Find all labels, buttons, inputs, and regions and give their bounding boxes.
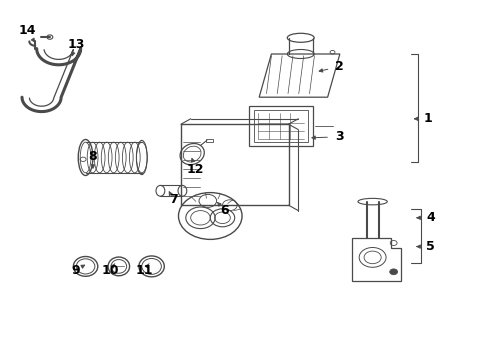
Text: 4: 4 xyxy=(425,211,434,224)
Bar xyxy=(249,106,312,146)
Text: 11: 11 xyxy=(135,264,153,276)
Bar xyxy=(254,110,307,142)
Text: 2: 2 xyxy=(335,60,344,73)
Text: 3: 3 xyxy=(335,130,344,143)
Text: 7: 7 xyxy=(169,193,178,206)
Text: 1: 1 xyxy=(423,112,431,125)
Bar xyxy=(205,139,213,142)
Text: 8: 8 xyxy=(88,150,97,163)
Text: 13: 13 xyxy=(67,39,84,51)
Text: 9: 9 xyxy=(71,264,80,276)
Text: 6: 6 xyxy=(220,204,229,217)
Text: 10: 10 xyxy=(101,264,119,276)
Text: 14: 14 xyxy=(18,24,36,37)
Text: 12: 12 xyxy=(186,163,204,176)
Text: 5: 5 xyxy=(425,240,434,253)
Circle shape xyxy=(389,269,397,275)
